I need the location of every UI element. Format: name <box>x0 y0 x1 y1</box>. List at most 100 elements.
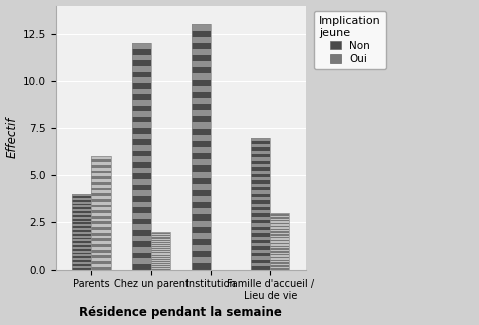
Bar <box>91 213 111 216</box>
Bar <box>151 267 170 268</box>
Bar <box>91 176 111 179</box>
Bar <box>91 267 111 269</box>
Bar <box>251 243 270 246</box>
Bar <box>251 157 270 161</box>
Bar <box>132 100 151 106</box>
Bar <box>91 171 111 174</box>
Bar <box>72 230 91 232</box>
X-axis label: Résidence pendant la semaine: Résidence pendant la semaine <box>80 306 282 319</box>
Bar <box>91 168 111 171</box>
Bar <box>251 237 270 240</box>
Bar <box>91 159 111 162</box>
Bar <box>72 207 91 209</box>
Bar <box>72 258 91 260</box>
Bar <box>132 185 151 190</box>
Bar <box>151 260 170 261</box>
Bar <box>251 233 270 237</box>
Bar <box>132 236 151 241</box>
Bar <box>132 145 151 151</box>
Bar <box>151 261 170 262</box>
Bar <box>91 219 111 221</box>
Bar <box>251 250 270 253</box>
Bar <box>132 264 151 269</box>
Bar <box>192 86 211 92</box>
Bar <box>192 233 211 239</box>
Bar <box>91 261 111 264</box>
Bar <box>270 213 289 214</box>
Bar <box>251 240 270 243</box>
Bar <box>132 55 151 60</box>
Bar <box>251 190 270 194</box>
Bar <box>270 263 289 264</box>
Bar <box>72 256 91 258</box>
Bar <box>151 250 170 251</box>
Bar <box>72 236 91 238</box>
Bar <box>151 258 170 259</box>
Bar <box>132 106 151 111</box>
Bar <box>270 244 289 245</box>
Bar <box>151 241 170 242</box>
Bar <box>72 202 91 203</box>
Bar <box>91 196 111 199</box>
Bar <box>91 233 111 236</box>
Bar <box>91 244 111 247</box>
Bar <box>270 265 289 267</box>
Bar <box>91 156 111 159</box>
Bar <box>151 249 170 250</box>
Bar <box>132 94 151 100</box>
Bar <box>72 209 91 211</box>
Bar <box>270 257 289 258</box>
Bar <box>270 214 289 216</box>
Bar <box>151 239 170 240</box>
Bar <box>192 221 211 227</box>
Bar <box>192 202 211 208</box>
Bar <box>91 182 111 185</box>
Bar <box>132 139 151 145</box>
Bar <box>251 148 270 151</box>
Bar <box>132 88 151 94</box>
Bar <box>251 187 270 190</box>
Bar <box>192 116 211 123</box>
Bar <box>72 232 91 234</box>
Bar <box>192 92 211 98</box>
Bar <box>151 245 170 246</box>
Bar <box>72 194 91 196</box>
Bar <box>132 253 151 258</box>
Bar <box>132 43 151 49</box>
Bar <box>72 266 91 268</box>
Bar <box>251 207 270 210</box>
Bar <box>192 49 211 55</box>
Bar <box>151 253 170 254</box>
Bar <box>192 165 211 172</box>
Bar <box>132 179 151 185</box>
Bar <box>72 260 91 262</box>
Bar <box>72 226 91 228</box>
Bar <box>151 262 170 263</box>
Bar <box>192 61 211 67</box>
Bar <box>251 161 270 164</box>
Bar <box>151 238 170 239</box>
Bar <box>151 236 170 237</box>
Bar <box>151 263 170 264</box>
Bar <box>91 193 111 196</box>
Bar <box>270 261 289 263</box>
Bar <box>72 213 91 215</box>
Bar <box>91 258 111 261</box>
Bar <box>192 153 211 159</box>
Bar <box>270 268 289 269</box>
Bar <box>192 67 211 73</box>
Bar <box>151 235 170 236</box>
Bar <box>151 257 170 258</box>
Bar <box>251 200 270 203</box>
Bar <box>192 257 211 264</box>
Bar <box>132 49 151 55</box>
Bar <box>251 210 270 214</box>
Bar <box>91 199 111 202</box>
Bar <box>270 230 289 231</box>
Bar <box>72 245 91 247</box>
Bar <box>270 223 289 224</box>
Bar <box>72 247 91 249</box>
Bar <box>132 168 151 174</box>
Bar <box>72 221 91 222</box>
Bar <box>132 230 151 236</box>
